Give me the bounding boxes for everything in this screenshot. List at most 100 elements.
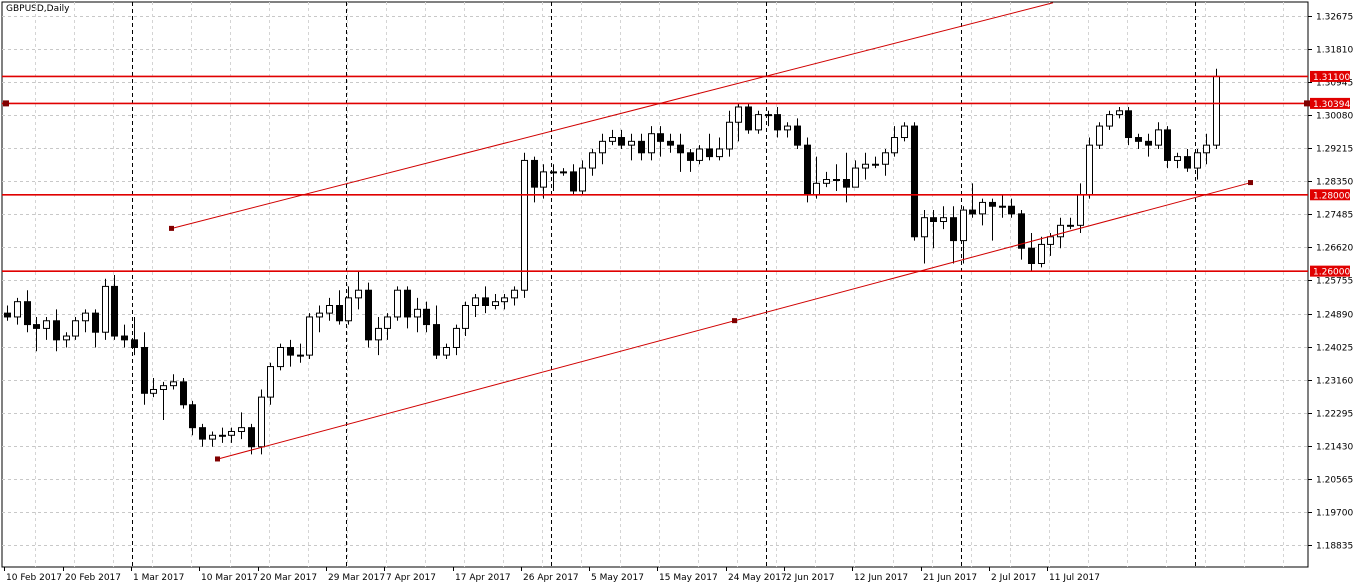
candle-body [843, 179, 850, 188]
candle-body [4, 312, 11, 318]
channel-anchor [1248, 180, 1253, 186]
y-tick-label: 1.32675 [1316, 13, 1353, 23]
candle-body [228, 430, 235, 436]
candle-body [1194, 152, 1201, 169]
candle-body [1067, 224, 1074, 227]
candle-body [72, 320, 79, 337]
candle-body [1106, 114, 1113, 127]
candle-body [43, 320, 50, 329]
candle-body [794, 125, 801, 146]
candle-body [677, 144, 684, 154]
y-tick-label: 1.22295 [1316, 410, 1353, 420]
candle-body [1057, 224, 1064, 238]
y-tick-label: 1.20565 [1316, 476, 1353, 486]
x-tick-label: 5 May 2017 [591, 573, 644, 583]
candle-body [540, 171, 547, 188]
candle-body [394, 289, 401, 318]
candle-body [462, 304, 469, 329]
channel-anchor [169, 225, 174, 231]
candle-body [1047, 236, 1054, 245]
candle-body [150, 388, 157, 394]
candle-body [930, 217, 937, 223]
x-tick-label: 20 Mar 2017 [260, 573, 317, 583]
candle-body [1184, 156, 1191, 169]
level-price-label: 1.30394 [1313, 100, 1350, 110]
candle-body [501, 297, 508, 303]
candle-body [375, 327, 382, 341]
level-price-tag [1310, 265, 1350, 277]
candle-body [511, 289, 518, 299]
candle-body [852, 167, 859, 188]
y-tick-label: 1.24890 [1316, 311, 1353, 321]
candle-body [287, 346, 294, 356]
candle-body [813, 182, 820, 196]
candle-body [531, 159, 538, 188]
candle-body [891, 137, 898, 154]
candle-body [804, 144, 811, 196]
y-tick-label: 1.23160 [1316, 377, 1353, 387]
candle-body [745, 106, 752, 131]
candle-body [336, 304, 343, 322]
candle-body [365, 289, 372, 341]
candle-body [1018, 213, 1025, 249]
candle-body [1145, 140, 1152, 146]
candle-body [882, 152, 889, 165]
candle-body [687, 152, 694, 161]
candle-body [755, 114, 762, 131]
candle-body [979, 201, 986, 215]
candle-body [121, 335, 128, 341]
candle-body [706, 148, 713, 158]
candle-body [1086, 144, 1093, 196]
candle-body [872, 163, 879, 166]
candle-body [189, 404, 196, 429]
x-tick-label: 15 May 2017 [659, 573, 718, 583]
candle-body [453, 327, 460, 348]
y-tick-label: 1.21430 [1316, 443, 1353, 453]
candle-body [316, 312, 323, 318]
x-tick-label: 10 Feb 2017 [6, 573, 62, 583]
candle-body [609, 137, 616, 142]
y-tick-label: 1.27485 [1316, 211, 1353, 221]
x-tick-label: 26 Apr 2017 [523, 573, 579, 583]
candle-body [823, 179, 830, 184]
candle-body [726, 121, 733, 150]
candle-body [735, 106, 742, 123]
candle-body [950, 217, 957, 242]
x-tick-label: 21 Jun 2017 [923, 573, 977, 583]
candle-body [999, 205, 1006, 208]
candle-body [774, 114, 781, 131]
y-tick-label: 1.26620 [1316, 244, 1353, 254]
channel-anchor [215, 456, 220, 462]
candle-body [618, 137, 625, 146]
candle-body [219, 434, 226, 437]
candle-body [960, 209, 967, 242]
candle-body [901, 125, 908, 139]
level-anchor [1304, 100, 1310, 107]
y-tick-label: 1.30945 [1316, 79, 1353, 89]
candle-body [404, 289, 411, 318]
level-price-label: 1.26000 [1313, 268, 1350, 278]
candle-body [141, 346, 148, 394]
y-tick-label: 1.24025 [1316, 344, 1353, 354]
plot-frame [1, 1, 1309, 568]
candle-body [170, 381, 177, 387]
candle-body [180, 381, 187, 406]
x-tick-label: 29 Mar 2017 [328, 573, 385, 583]
y-tick-label: 1.19700 [1316, 509, 1353, 519]
candle-body [570, 171, 577, 192]
level-price-tag [1310, 70, 1350, 82]
y-tick-label: 1.31810 [1316, 46, 1353, 56]
candle-body [277, 346, 284, 368]
candle-body [306, 316, 313, 356]
channel-upper-line [171, 2, 1054, 229]
candle-body [1096, 125, 1103, 146]
candle-body [258, 396, 265, 448]
candle-body [521, 159, 528, 291]
candle-body [1028, 247, 1035, 265]
candle-body [833, 179, 840, 182]
candle-body [492, 301, 499, 306]
candle-body [599, 140, 606, 154]
chart-title: GBPUSD,Daily [6, 4, 70, 14]
candle-body [355, 289, 362, 299]
